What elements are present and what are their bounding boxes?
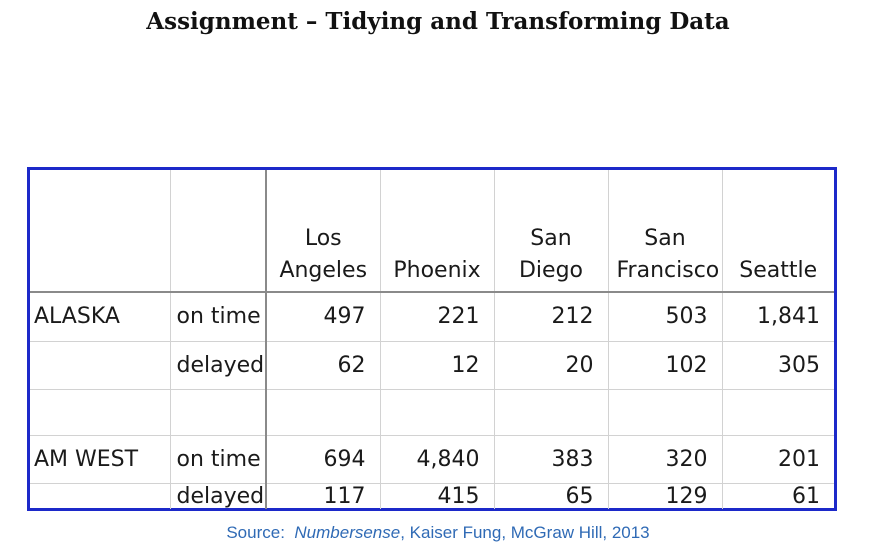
data-table-frame: Los Angeles Phoenix San Diego San Franci…	[27, 167, 837, 511]
value-cell: 503	[607, 291, 723, 342]
value-cell: 12	[379, 340, 495, 390]
status-cell: delayed	[169, 482, 267, 509]
status-cell: on time	[169, 434, 267, 484]
corner-cell	[30, 170, 171, 293]
empty-cell	[721, 388, 834, 436]
column-header-line2: Diego	[518, 258, 583, 283]
source-citation: Source: Numbersense, Kaiser Fung, McGraw…	[0, 523, 876, 543]
page-title: Assignment – Tidying and Transforming Da…	[146, 8, 730, 35]
value-cell: 61	[721, 482, 834, 509]
empty-cell	[265, 388, 381, 436]
status-cell: delayed	[169, 340, 267, 390]
column-header-line1: Los	[304, 226, 342, 251]
table-row: AM WEST on time 694 4,840 383 320 201	[30, 434, 834, 484]
column-header: Seattle	[721, 170, 834, 293]
value-cell: 62	[265, 340, 381, 390]
airline-cell	[30, 340, 171, 390]
value-cell: 65	[493, 482, 609, 509]
column-header-line2: Angeles	[279, 258, 368, 283]
airline-cell: ALASKA	[30, 291, 171, 342]
value-cell: 129	[607, 482, 723, 509]
airline-cell	[30, 482, 171, 509]
value-cell: 415	[379, 482, 495, 509]
source-prefix: Source:	[226, 523, 295, 542]
airline-cell: AM WEST	[30, 434, 171, 484]
column-header-line2: Phoenix	[393, 258, 481, 283]
value-cell: 221	[379, 291, 495, 342]
data-table: Los Angeles Phoenix San Diego San Franci…	[30, 170, 834, 509]
empty-cell	[169, 388, 267, 436]
column-header: Los Angeles	[265, 170, 381, 293]
value-cell: 694	[265, 434, 381, 484]
value-cell: 201	[721, 434, 834, 484]
value-cell: 20	[493, 340, 609, 390]
value-cell: 305	[721, 340, 834, 390]
status-cell: on time	[169, 291, 267, 342]
value-cell: 102	[607, 340, 723, 390]
table-row: delayed 62 12 20 102 305	[30, 340, 834, 390]
table-row: ALASKA on time 497 221 212 503 1,841	[30, 291, 834, 342]
column-header-line2: Seattle	[739, 258, 818, 283]
empty-cell	[379, 388, 495, 436]
column-header: San Francisco	[607, 170, 723, 293]
spacer-row	[30, 388, 834, 436]
value-cell: 320	[607, 434, 723, 484]
table-header-row: Los Angeles Phoenix San Diego San Franci…	[30, 170, 834, 293]
column-header: San Diego	[493, 170, 609, 293]
empty-cell	[607, 388, 723, 436]
value-cell: 383	[493, 434, 609, 484]
column-header-line2: Francisco	[616, 258, 720, 283]
empty-cell	[30, 388, 171, 436]
table-row: delayed 117 415 65 129 61	[30, 482, 834, 509]
column-header-line1: San	[530, 226, 572, 251]
value-cell: 212	[493, 291, 609, 342]
column-header-line1: San	[644, 226, 686, 251]
empty-cell	[493, 388, 609, 436]
value-cell: 117	[265, 482, 381, 509]
value-cell: 4,840	[379, 434, 495, 484]
column-header: Phoenix	[379, 170, 495, 293]
value-cell: 1,841	[721, 291, 834, 342]
source-book-title: Numbersense	[294, 523, 401, 542]
source-suffix: , Kaiser Fung, McGraw Hill, 2013	[400, 523, 650, 542]
corner-cell	[169, 170, 267, 293]
value-cell: 497	[265, 291, 381, 342]
